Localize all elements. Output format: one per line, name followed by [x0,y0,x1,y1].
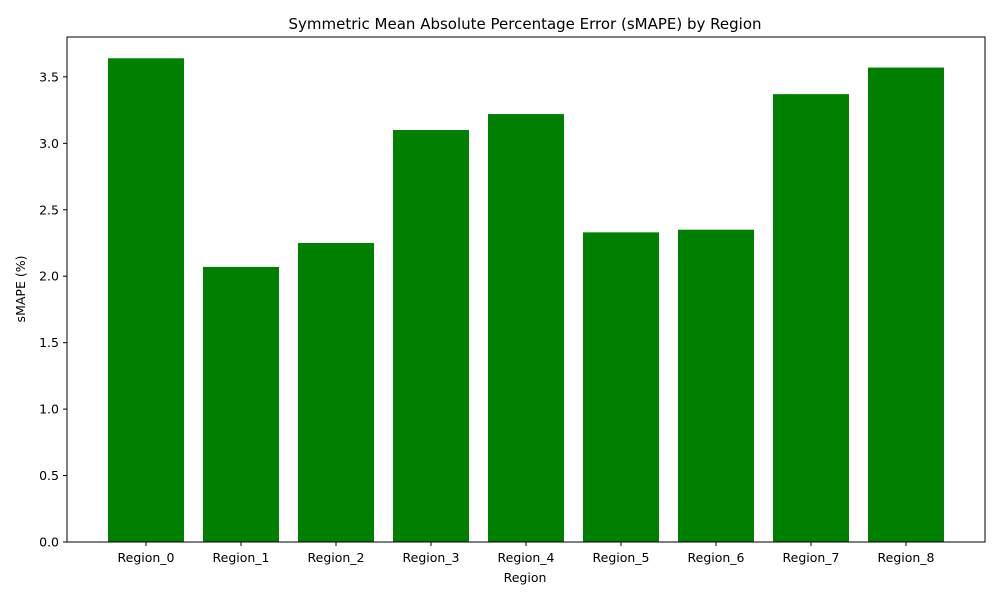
y-tick-label: 2.5 [39,202,59,217]
bar-region-3 [393,130,469,543]
x-tick-label: Region_4 [498,550,555,565]
y-tick-label: 0.5 [39,468,59,483]
x-tick-label: Region_6 [688,550,745,565]
x-tick-label: Region_2 [308,550,365,565]
y-tick-label: 3.5 [39,69,59,84]
y-tick-label: 3.0 [39,136,59,151]
bar-region-2 [298,242,374,542]
bar-region-4 [488,114,564,542]
x-tick-label: Region_0 [118,550,175,565]
bar-region-6 [678,229,754,542]
x-tick-label: Region_7 [783,550,840,565]
bar-region-1 [203,266,279,542]
y-tick-label: 2.0 [39,269,59,284]
y-axis-label: sMAPE (%) [13,256,28,323]
plot-frame [66,36,986,543]
x-tick-label: Region_1 [213,550,270,565]
chart-title: Symmetric Mean Absolute Percentage Error… [288,15,761,33]
bar-region-0 [108,58,184,543]
bar-region-8 [868,67,944,542]
y-tick-label: 0.0 [39,535,59,550]
y-tick-label: 1.5 [39,335,59,350]
y-axis: 0.0 0.5 1.0 1.5 2.0 2.5 3.0 3.5 [39,69,67,550]
x-tick-label: Region_8 [878,550,935,565]
bars-layer [108,58,944,543]
x-tick-label: Region_3 [403,550,460,565]
x-tick-label: Region_5 [593,550,650,565]
x-axis-label: Region [504,570,547,585]
bar-region-5 [583,232,659,542]
bar-region-7 [773,94,849,542]
y-tick-label: 1.0 [39,402,59,417]
x-axis: Region_0 Region_1 Region_2 Region_3 Region_4… [118,542,935,565]
